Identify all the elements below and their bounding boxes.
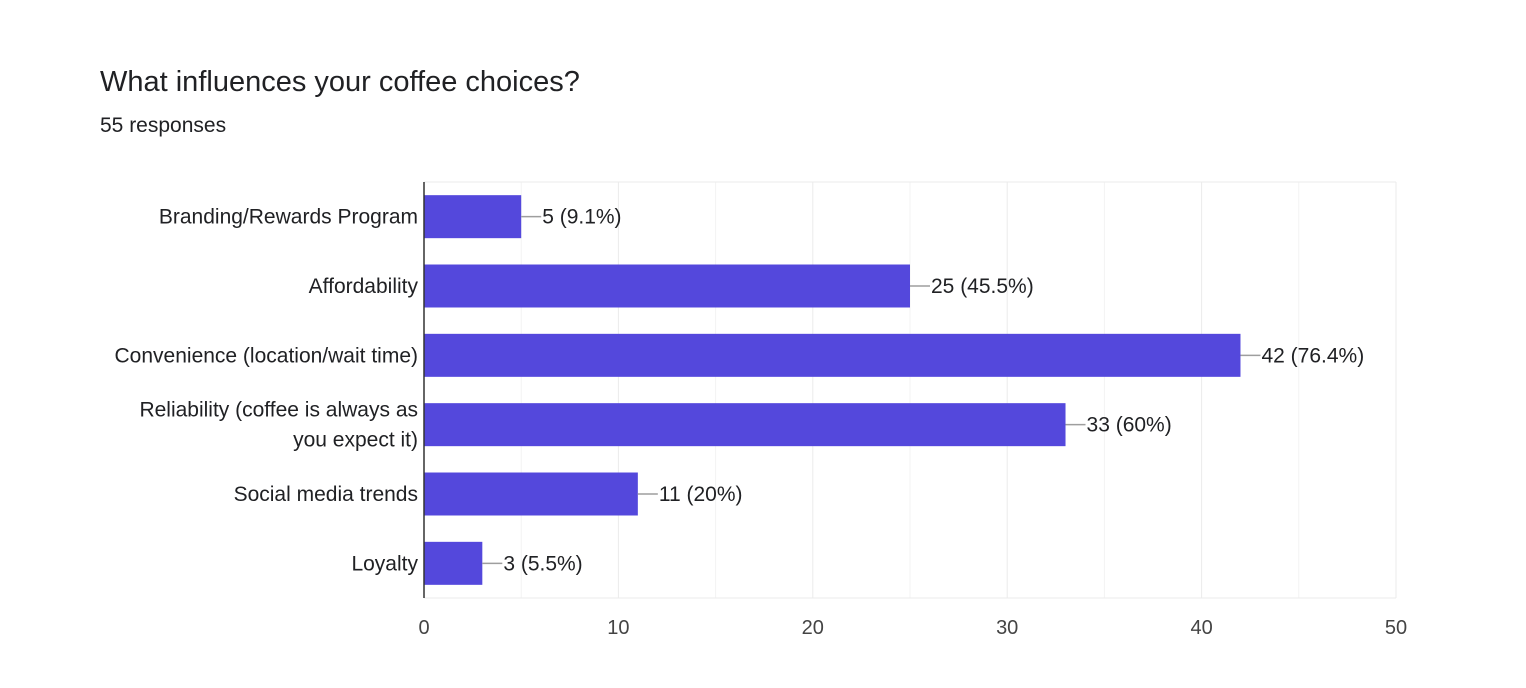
bar <box>424 541 483 585</box>
x-tick-label: 50 <box>1385 617 1407 639</box>
category-label: Affordability <box>309 275 419 298</box>
data-label: 5 (9.1%) <box>542 206 621 229</box>
bar <box>424 264 910 308</box>
response-count: 55 responses <box>100 114 227 137</box>
bar <box>424 333 1241 377</box>
x-tick-label: 10 <box>607 617 629 639</box>
category-label: Reliability (coffee is always as <box>139 399 418 422</box>
x-tick-label: 20 <box>802 617 824 639</box>
data-label: 3 (5.5%) <box>503 552 582 575</box>
bar <box>424 403 1066 447</box>
x-tick-label: 0 <box>418 617 429 639</box>
data-label: 33 (60%) <box>1087 414 1172 437</box>
bar <box>424 472 638 516</box>
data-label: 11 (20%) <box>659 483 743 506</box>
category-label: Loyalty <box>351 552 418 575</box>
category-label: you expect it) <box>293 429 418 452</box>
bar <box>424 195 522 239</box>
x-tick-label: 30 <box>996 617 1018 639</box>
category-label: Convenience (location/wait time) <box>115 344 418 367</box>
category-label: Branding/Rewards Program <box>159 206 418 229</box>
data-label: 25 (45.5%) <box>931 275 1034 298</box>
category-label: Social media trends <box>234 483 418 506</box>
question-title: What influences your coffee choices? <box>100 66 580 98</box>
data-label: 42 (76.4%) <box>1261 344 1364 367</box>
x-tick-label: 40 <box>1190 617 1212 639</box>
